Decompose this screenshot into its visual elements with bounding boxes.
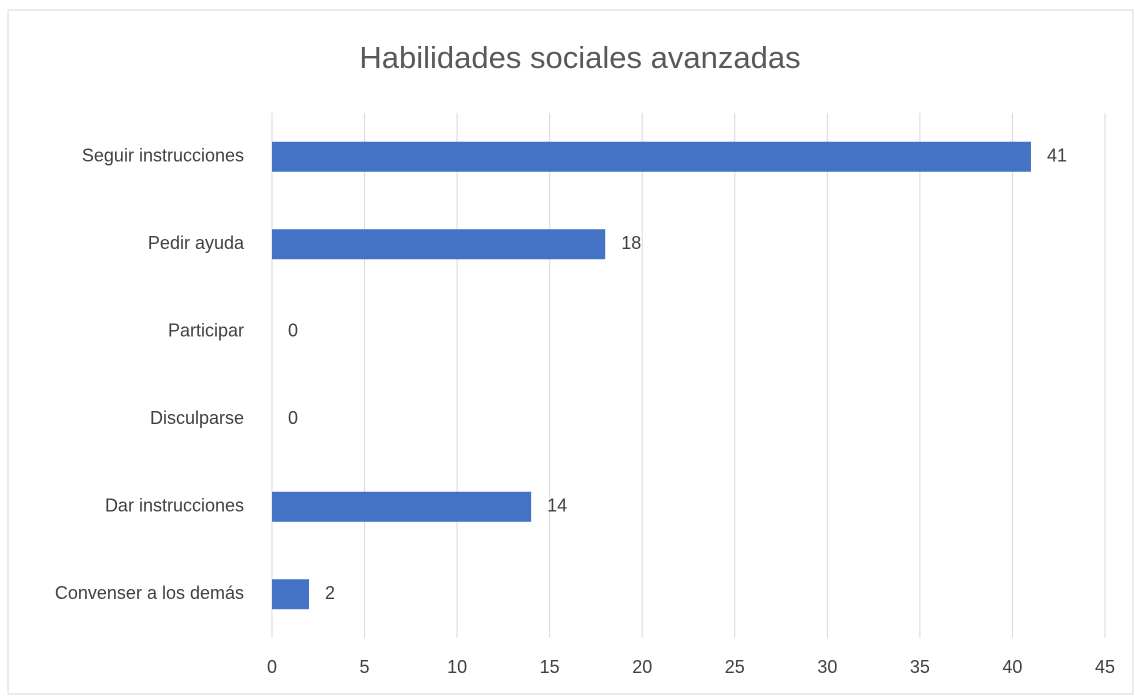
x-tick-label: 20 [632,657,652,677]
x-tick-label: 45 [1095,657,1115,677]
data-label: 14 [547,496,567,516]
x-tick-label: 30 [817,657,837,677]
y-tick-label: Dar instrucciones [105,496,244,516]
y-tick-label: Participar [168,321,244,341]
bar [272,491,532,522]
y-tick-label: Convenser a los demás [55,583,244,603]
x-tick-label: 5 [360,657,370,677]
y-tick-label: Pedir ayuda [148,233,245,253]
data-label: 41 [1047,146,1067,166]
data-label: 2 [325,583,335,603]
data-label: 18 [621,233,641,253]
bar [272,579,310,610]
x-tick-label: 15 [540,657,560,677]
x-tick-label: 10 [447,657,467,677]
data-label: 0 [288,321,298,341]
y-tick-label: Seguir instrucciones [82,146,244,166]
x-tick-label: 40 [1002,657,1022,677]
y-tick-label: Disculparse [150,408,244,428]
x-tick-label: 0 [267,657,277,677]
bar [272,229,606,260]
chart-border [7,9,1134,695]
x-tick-label: 25 [725,657,745,677]
data-label: 0 [288,408,298,428]
chart-title: Habilidades sociales avanzadas [359,40,800,75]
bar [272,141,1031,172]
x-tick-label: 35 [910,657,930,677]
